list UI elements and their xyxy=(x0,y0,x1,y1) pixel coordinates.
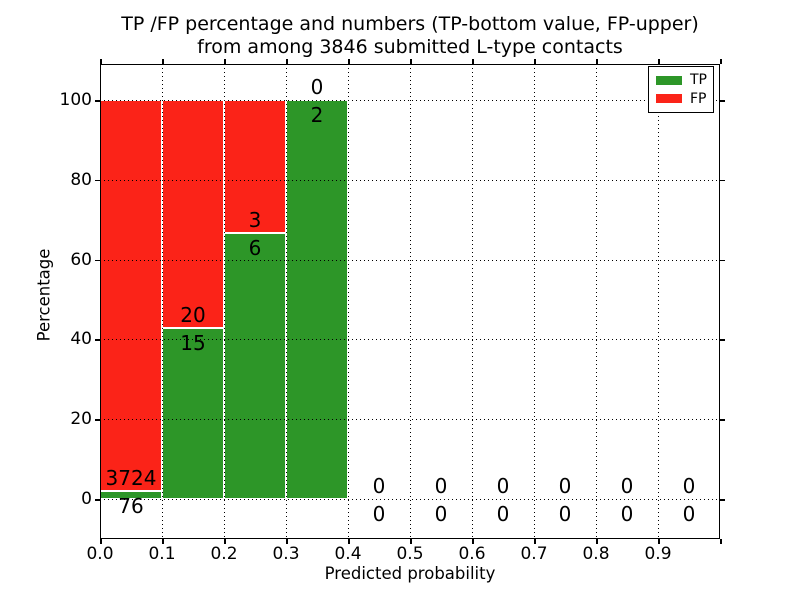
v-gridline xyxy=(534,64,535,539)
tp-count-label: 0 xyxy=(682,502,696,526)
x-tick-label: 0.3 xyxy=(272,544,300,564)
y-tick-left xyxy=(95,259,100,262)
x-tick-bottom xyxy=(224,539,226,544)
x-tick-label: 0.6 xyxy=(458,544,486,564)
fp-count-label: 3724 xyxy=(105,466,157,491)
tp-bar-segment xyxy=(162,328,224,499)
tp-count-label: 2 xyxy=(310,103,324,127)
x-tick-label: 0.2 xyxy=(210,544,238,564)
y-tick-left xyxy=(95,100,100,102)
v-gridline xyxy=(658,64,659,539)
x-tick-top xyxy=(224,59,226,64)
v-gridline xyxy=(596,64,597,539)
y-tick-right xyxy=(720,179,725,182)
x-tick-top xyxy=(162,59,164,64)
v-gridline xyxy=(162,64,163,539)
x-tick-label: 0.8 xyxy=(582,544,610,564)
x-tick-top xyxy=(534,59,536,64)
x-tick-bottom xyxy=(286,539,288,544)
x-tick-label: 0.0 xyxy=(86,544,114,564)
tp-count-label: 6 xyxy=(248,236,262,260)
x-tick-bottom xyxy=(534,539,536,544)
x-tick-bottom xyxy=(720,539,722,544)
x-tick-label: 0.7 xyxy=(520,544,548,564)
y-tick-left xyxy=(95,419,100,421)
fp-count-label: 0 xyxy=(620,474,634,498)
chart-title-line2: from among 3846 submitted L-type contact… xyxy=(197,36,623,58)
tp-bar-segment xyxy=(224,233,286,499)
x-tick-top xyxy=(410,59,412,64)
x-tick-label: 0.9 xyxy=(644,544,672,564)
y-tick-left xyxy=(95,499,100,501)
x-tick-bottom xyxy=(658,539,660,544)
x-tick-top xyxy=(100,59,102,64)
fp-count-label: 0 xyxy=(682,474,696,498)
tp-count-label: 0 xyxy=(372,502,386,526)
y-tick-right xyxy=(720,100,725,102)
fp-bar-segment xyxy=(100,100,162,492)
chart-title: TP /FP percentage and numbers (TP-bottom… xyxy=(100,13,720,59)
y-tick-label: 80 xyxy=(70,169,92,190)
y-tick-label: 0 xyxy=(81,489,92,509)
legend-label-tp: TP xyxy=(690,72,707,89)
y-axis-label: Percentage xyxy=(34,248,54,342)
x-tick-label: 0.1 xyxy=(148,544,176,564)
fp-count-label: 0 xyxy=(434,474,448,498)
tp-count-label: 0 xyxy=(434,502,448,526)
x-tick-bottom xyxy=(596,539,598,544)
fp-count-label: 0 xyxy=(310,75,324,99)
legend-item-tp: TP xyxy=(656,72,707,89)
fp-bar-segment xyxy=(162,100,224,328)
y-tick-left xyxy=(95,339,100,341)
y-tick-left xyxy=(95,179,100,182)
x-tick-bottom xyxy=(100,539,102,544)
v-gridline xyxy=(410,64,411,539)
fp-count-label: 0 xyxy=(496,474,510,498)
legend-item-fp: FP xyxy=(656,90,707,107)
tp-bar-segment xyxy=(286,100,348,499)
y-tick-right xyxy=(720,259,725,262)
fp-color-swatch xyxy=(656,94,682,104)
y-tick-label: 20 xyxy=(70,409,92,430)
tp-count-label: 0 xyxy=(558,502,572,526)
tp-count-label: 0 xyxy=(620,502,634,526)
y-tick-right xyxy=(720,499,725,501)
y-tick-right xyxy=(720,339,725,341)
tp-count-label: 15 xyxy=(180,331,206,355)
legend-label-fp: FP xyxy=(690,90,707,107)
x-tick-top xyxy=(720,59,722,64)
legend: TP FP xyxy=(648,66,714,113)
fp-count-label: 0 xyxy=(558,474,572,498)
x-tick-bottom xyxy=(162,539,164,544)
fp-count-label: 20 xyxy=(180,303,206,327)
y-tick-right xyxy=(720,419,725,421)
tp-count-label: 76 xyxy=(118,494,144,519)
x-tick-label: 0.5 xyxy=(396,544,424,564)
x-tick-top xyxy=(658,59,660,64)
x-axis-label: Predicted probability xyxy=(324,564,496,583)
fp-count-label: 3 xyxy=(248,208,262,232)
chart-title-line1: TP /FP percentage and numbers (TP-bottom… xyxy=(121,13,699,35)
x-tick-bottom xyxy=(410,539,412,544)
v-gridline xyxy=(348,64,349,539)
x-tick-top xyxy=(348,59,350,64)
y-tick-label: 100 xyxy=(59,90,92,110)
x-tick-bottom xyxy=(472,539,474,544)
y-tick-label: 40 xyxy=(70,329,92,350)
v-gridline xyxy=(286,64,287,539)
x-tick-bottom xyxy=(348,539,350,544)
x-tick-top xyxy=(472,59,474,64)
x-tick-label: 0.4 xyxy=(334,544,362,564)
x-tick-top xyxy=(286,59,288,64)
y-tick-label: 60 xyxy=(70,249,92,270)
v-gridline xyxy=(472,64,473,539)
tp-color-swatch xyxy=(656,75,682,85)
tp-count-label: 0 xyxy=(496,502,510,526)
fp-count-label: 0 xyxy=(372,474,386,498)
v-gridline xyxy=(224,64,225,539)
x-tick-top xyxy=(596,59,598,64)
